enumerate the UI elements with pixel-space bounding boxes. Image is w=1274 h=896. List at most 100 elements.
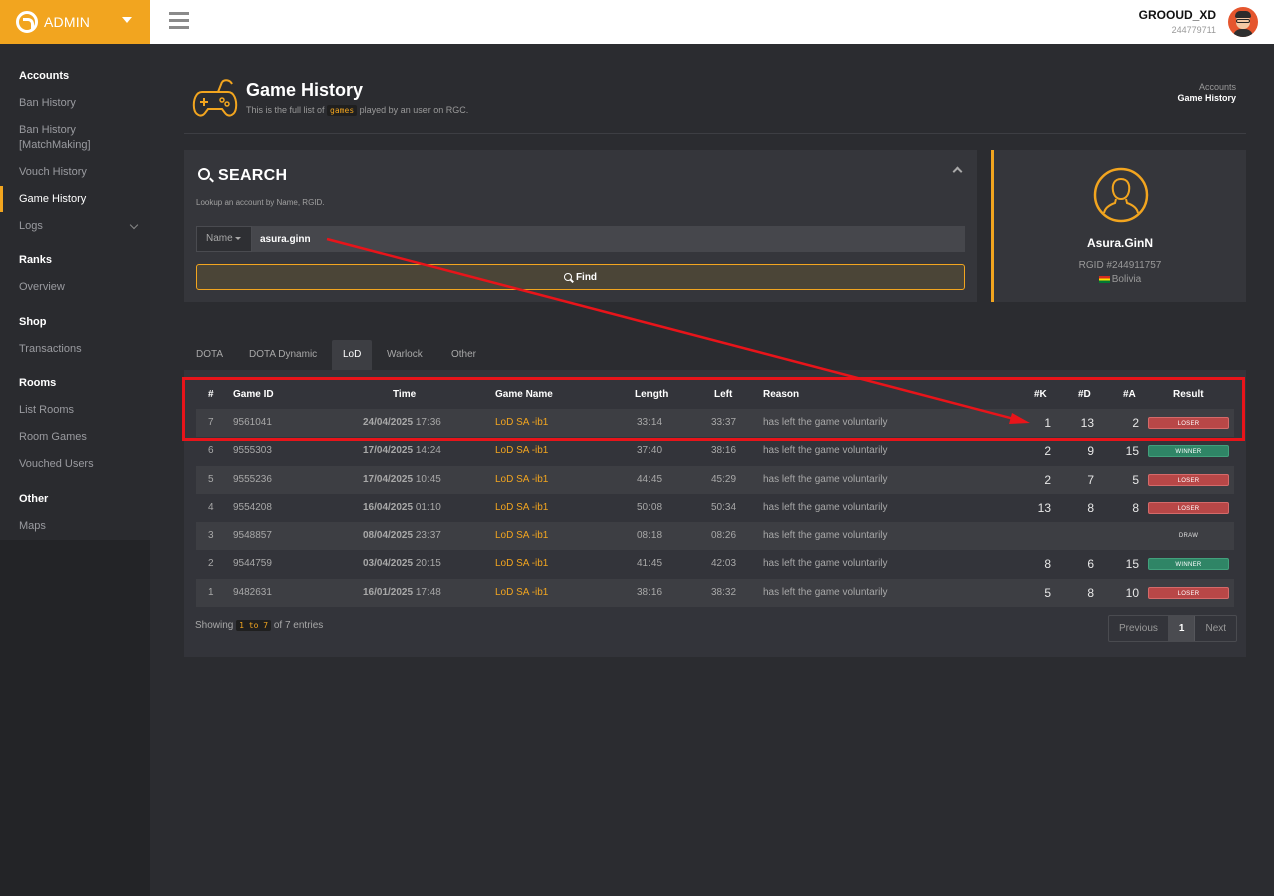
row-assists: 10: [1125, 586, 1139, 600]
user-info[interactable]: GROOUD_XD 244779711: [1139, 8, 1216, 35]
row-left: 33:37: [711, 417, 737, 428]
tab-lod[interactable]: LoD: [332, 340, 373, 370]
table-row[interactable]: 3 9548857 08/04/2025 23:37 LoD SA -ib1 08:18…: [196, 522, 1234, 550]
pagination-next-button[interactable]: Next: [1205, 623, 1227, 634]
search-title: SEARCH: [218, 167, 288, 184]
sidebar-item-vouch-history[interactable]: Vouch History: [19, 166, 87, 178]
tab-dota-dynamic[interactable]: DOTA Dynamic: [249, 349, 318, 360]
row-assists: 8: [1132, 501, 1139, 515]
row-reason: has left the game voluntarily: [763, 587, 888, 598]
row-game-name[interactable]: LoD SA -ib1: [495, 502, 549, 513]
status-badge: LOSER: [1148, 587, 1229, 599]
column-header-assists[interactable]: #A: [1123, 389, 1136, 400]
sidebar-item-ban-history-matchmaking[interactable]: Ban History [MatchMaking]: [19, 124, 91, 151]
table-info: Showing 1 to 7 of 7 entries: [195, 620, 323, 631]
row-game-name[interactable]: LoD SA -ib1: [495, 530, 549, 541]
row-deaths: 8: [1087, 501, 1094, 515]
sidebar-group-ranks: Ranks: [19, 254, 53, 266]
user-id: 244779711: [1171, 25, 1216, 35]
column-header-reason[interactable]: Reason: [763, 389, 800, 400]
row-clock: 23:37: [415, 530, 441, 541]
avatar[interactable]: [1228, 7, 1258, 37]
status-badge: WINNER: [1148, 558, 1229, 570]
row-game-name[interactable]: LoD SA -ib1: [495, 558, 549, 569]
row-kills: 8: [1044, 557, 1051, 571]
profile-country-name: Bolivia: [1111, 274, 1142, 285]
column-header-left[interactable]: Left: [714, 389, 733, 400]
row-game-name[interactable]: LoD SA -ib1: [495, 587, 549, 598]
column-header-deaths[interactable]: #D: [1078, 389, 1091, 400]
sidebar-item-overview[interactable]: Overview: [19, 281, 65, 293]
sidebar-group-shop: Shop: [19, 316, 47, 328]
column-header-length[interactable]: Length: [635, 389, 669, 400]
sidebar-item-vouched-users[interactable]: Vouched Users: [19, 458, 94, 470]
brand-menu[interactable]: ADMIN: [0, 0, 150, 44]
row-game-name[interactable]: LoD SA -ib1: [495, 474, 549, 485]
sidebar-item-list-rooms[interactable]: List Rooms: [19, 404, 75, 416]
column-header-game-id[interactable]: Game ID: [233, 389, 274, 400]
row-clock: 20:15: [415, 558, 441, 569]
pagination-previous-button[interactable]: Previous: [1119, 623, 1158, 634]
column-header-time[interactable]: Time: [393, 389, 417, 400]
caret-down-icon[interactable]: [122, 17, 132, 23]
hamburger-menu-icon[interactable]: [169, 12, 189, 30]
tab-other[interactable]: Other: [451, 349, 477, 360]
user-name: GROOUD_XD: [1138, 8, 1216, 22]
row-game-id: 9554208: [233, 502, 272, 513]
table-row[interactable]: 6 9555303 17/04/2025 14:24 LoD SA -ib1 37:40…: [196, 437, 1234, 465]
row-game-id: 9555236: [233, 474, 272, 485]
active-indicator: [0, 186, 3, 212]
search-icon: [563, 273, 572, 281]
top-bar: ADMIN GROOUD_XD 244779711: [0, 0, 1274, 44]
row-game-name[interactable]: LoD SA -ib1: [495, 417, 549, 428]
table-row[interactable]: 4 9554208 16/04/2025 01:10 LoD SA -ib1 50:08…: [196, 494, 1234, 522]
column-header-result[interactable]: Result: [1173, 389, 1204, 400]
table-row[interactable]: 2 9544759 03/04/2025 20:15 LoD SA -ib1 41:45…: [196, 550, 1234, 578]
column-header-kills[interactable]: #K: [1034, 389, 1047, 400]
sidebar-item-room-games[interactable]: Room Games: [19, 431, 87, 443]
find-button[interactable]: Find: [196, 264, 965, 290]
sidebar: [0, 44, 150, 896]
search-field-select[interactable]: Name: [196, 226, 252, 252]
row-date: 03/04/2025: [363, 558, 414, 569]
row-time: 24/04/2025 17:36: [363, 409, 441, 437]
table-row[interactable]: 7 9561041 24/04/2025 17:36 LoD SA -ib1 33:14…: [196, 409, 1234, 437]
row-clock: 01:10: [415, 502, 441, 513]
sidebar-item-transactions[interactable]: Transactions: [19, 343, 82, 355]
sidebar-item-game-history[interactable]: Game History: [19, 193, 87, 205]
row-time: 08/04/2025 23:37: [363, 522, 441, 550]
sidebar-item-ban-history[interactable]: Ban History: [19, 97, 76, 109]
user-avatar-icon: [1093, 167, 1149, 223]
row-number: 3: [208, 530, 214, 541]
tab-dota[interactable]: DOTA: [196, 349, 224, 360]
bolivia-flag-icon: [1098, 275, 1110, 283]
column-header-number[interactable]: #: [208, 389, 214, 400]
profile-name: Asura.GinN: [1086, 236, 1153, 250]
profile-card: Asura.GinN RGID #244911757 Bolivia: [991, 150, 1246, 302]
caret-down-icon: [234, 236, 241, 240]
sidebar-item-maps[interactable]: Maps: [19, 520, 46, 532]
row-time: 16/01/2025 17:48: [363, 579, 441, 607]
table-row[interactable]: 5 9555236 17/04/2025 10:45 LoD SA -ib1 44:45…: [196, 466, 1234, 494]
pagination-page-1[interactable]: 1: [1167, 616, 1196, 641]
table-row[interactable]: 1 9482631 16/01/2025 17:48 LoD SA -ib1 38:16…: [196, 579, 1234, 607]
row-number: 5: [208, 474, 214, 485]
row-number: 2: [208, 558, 214, 569]
column-header-game-name[interactable]: Game Name: [495, 389, 553, 400]
row-reason: has left the game voluntarily: [763, 445, 888, 456]
sidebar-item-logs[interactable]: Logs: [19, 220, 43, 232]
row-game-name[interactable]: LoD SA -ib1: [495, 445, 549, 456]
row-deaths: 7: [1087, 473, 1094, 487]
sidebar-group-accounts: Accounts: [19, 70, 70, 82]
row-game-id: 9555303: [233, 445, 272, 456]
row-left: 38:16: [711, 445, 737, 456]
breadcrumb-parent[interactable]: Accounts: [1198, 82, 1236, 92]
chevron-up-icon[interactable]: [952, 166, 963, 177]
search-input[interactable]: [252, 226, 965, 252]
row-length: 38:16: [637, 587, 663, 598]
tab-warlock[interactable]: Warlock: [387, 349, 423, 360]
row-clock: 17:48: [415, 587, 441, 598]
row-game-id: 9544759: [233, 558, 272, 569]
divider: [184, 133, 1246, 134]
row-game-id: 9548857: [233, 530, 272, 541]
